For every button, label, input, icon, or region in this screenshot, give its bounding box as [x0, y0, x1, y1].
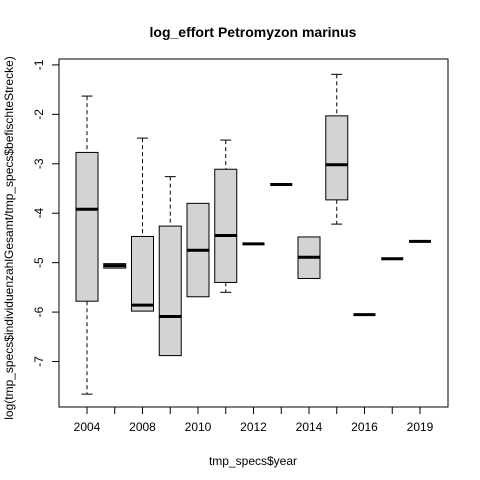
box-2014 — [297, 236, 321, 279]
y-tick-label: -3 — [32, 158, 46, 169]
x-tick-label: 2012 — [240, 420, 267, 434]
box-body — [75, 151, 99, 302]
y-tick-label: -5 — [32, 257, 46, 268]
x-tick-label: 2019 — [407, 420, 434, 434]
y-tick-label: -7 — [32, 356, 46, 367]
box-body — [325, 115, 349, 201]
boxes-group — [75, 73, 431, 395]
box-2015 — [325, 73, 349, 225]
y-axis-label: log(tmp_specs$individuenzahlGesamt/tmp_s… — [2, 56, 16, 420]
box-2009 — [158, 176, 182, 357]
y-tick-label: -6 — [32, 306, 46, 317]
x-axis-label: tmp_specs$year — [209, 454, 297, 468]
y-tick-label: -2 — [32, 109, 46, 120]
box-2008 — [131, 137, 154, 312]
plot-frame — [58, 58, 449, 408]
box-2010 — [186, 202, 210, 298]
box-body — [214, 168, 238, 283]
x-tick-label: 2010 — [185, 420, 212, 434]
x-tick-label: 2014 — [296, 420, 323, 434]
y-tick-label: -4 — [32, 208, 46, 219]
x-tick-label: 2004 — [74, 420, 101, 434]
x-tick-label: 2016 — [351, 420, 378, 434]
x-axis: 2004 2008 2010 2012 2014 2016 2019 — [74, 407, 434, 434]
y-axis: -7 -6 -5 -4 -3 -2 -1 — [32, 59, 59, 367]
box-2004 — [75, 95, 99, 395]
y-tick-label: -1 — [32, 59, 46, 70]
chart-title: log_effort Petromyzon marinus — [150, 24, 357, 40]
x-tick-label: 2008 — [129, 420, 156, 434]
box-body — [131, 235, 154, 312]
box-2006 — [103, 263, 127, 269]
box-body — [158, 225, 182, 357]
box-2011 — [214, 139, 238, 293]
